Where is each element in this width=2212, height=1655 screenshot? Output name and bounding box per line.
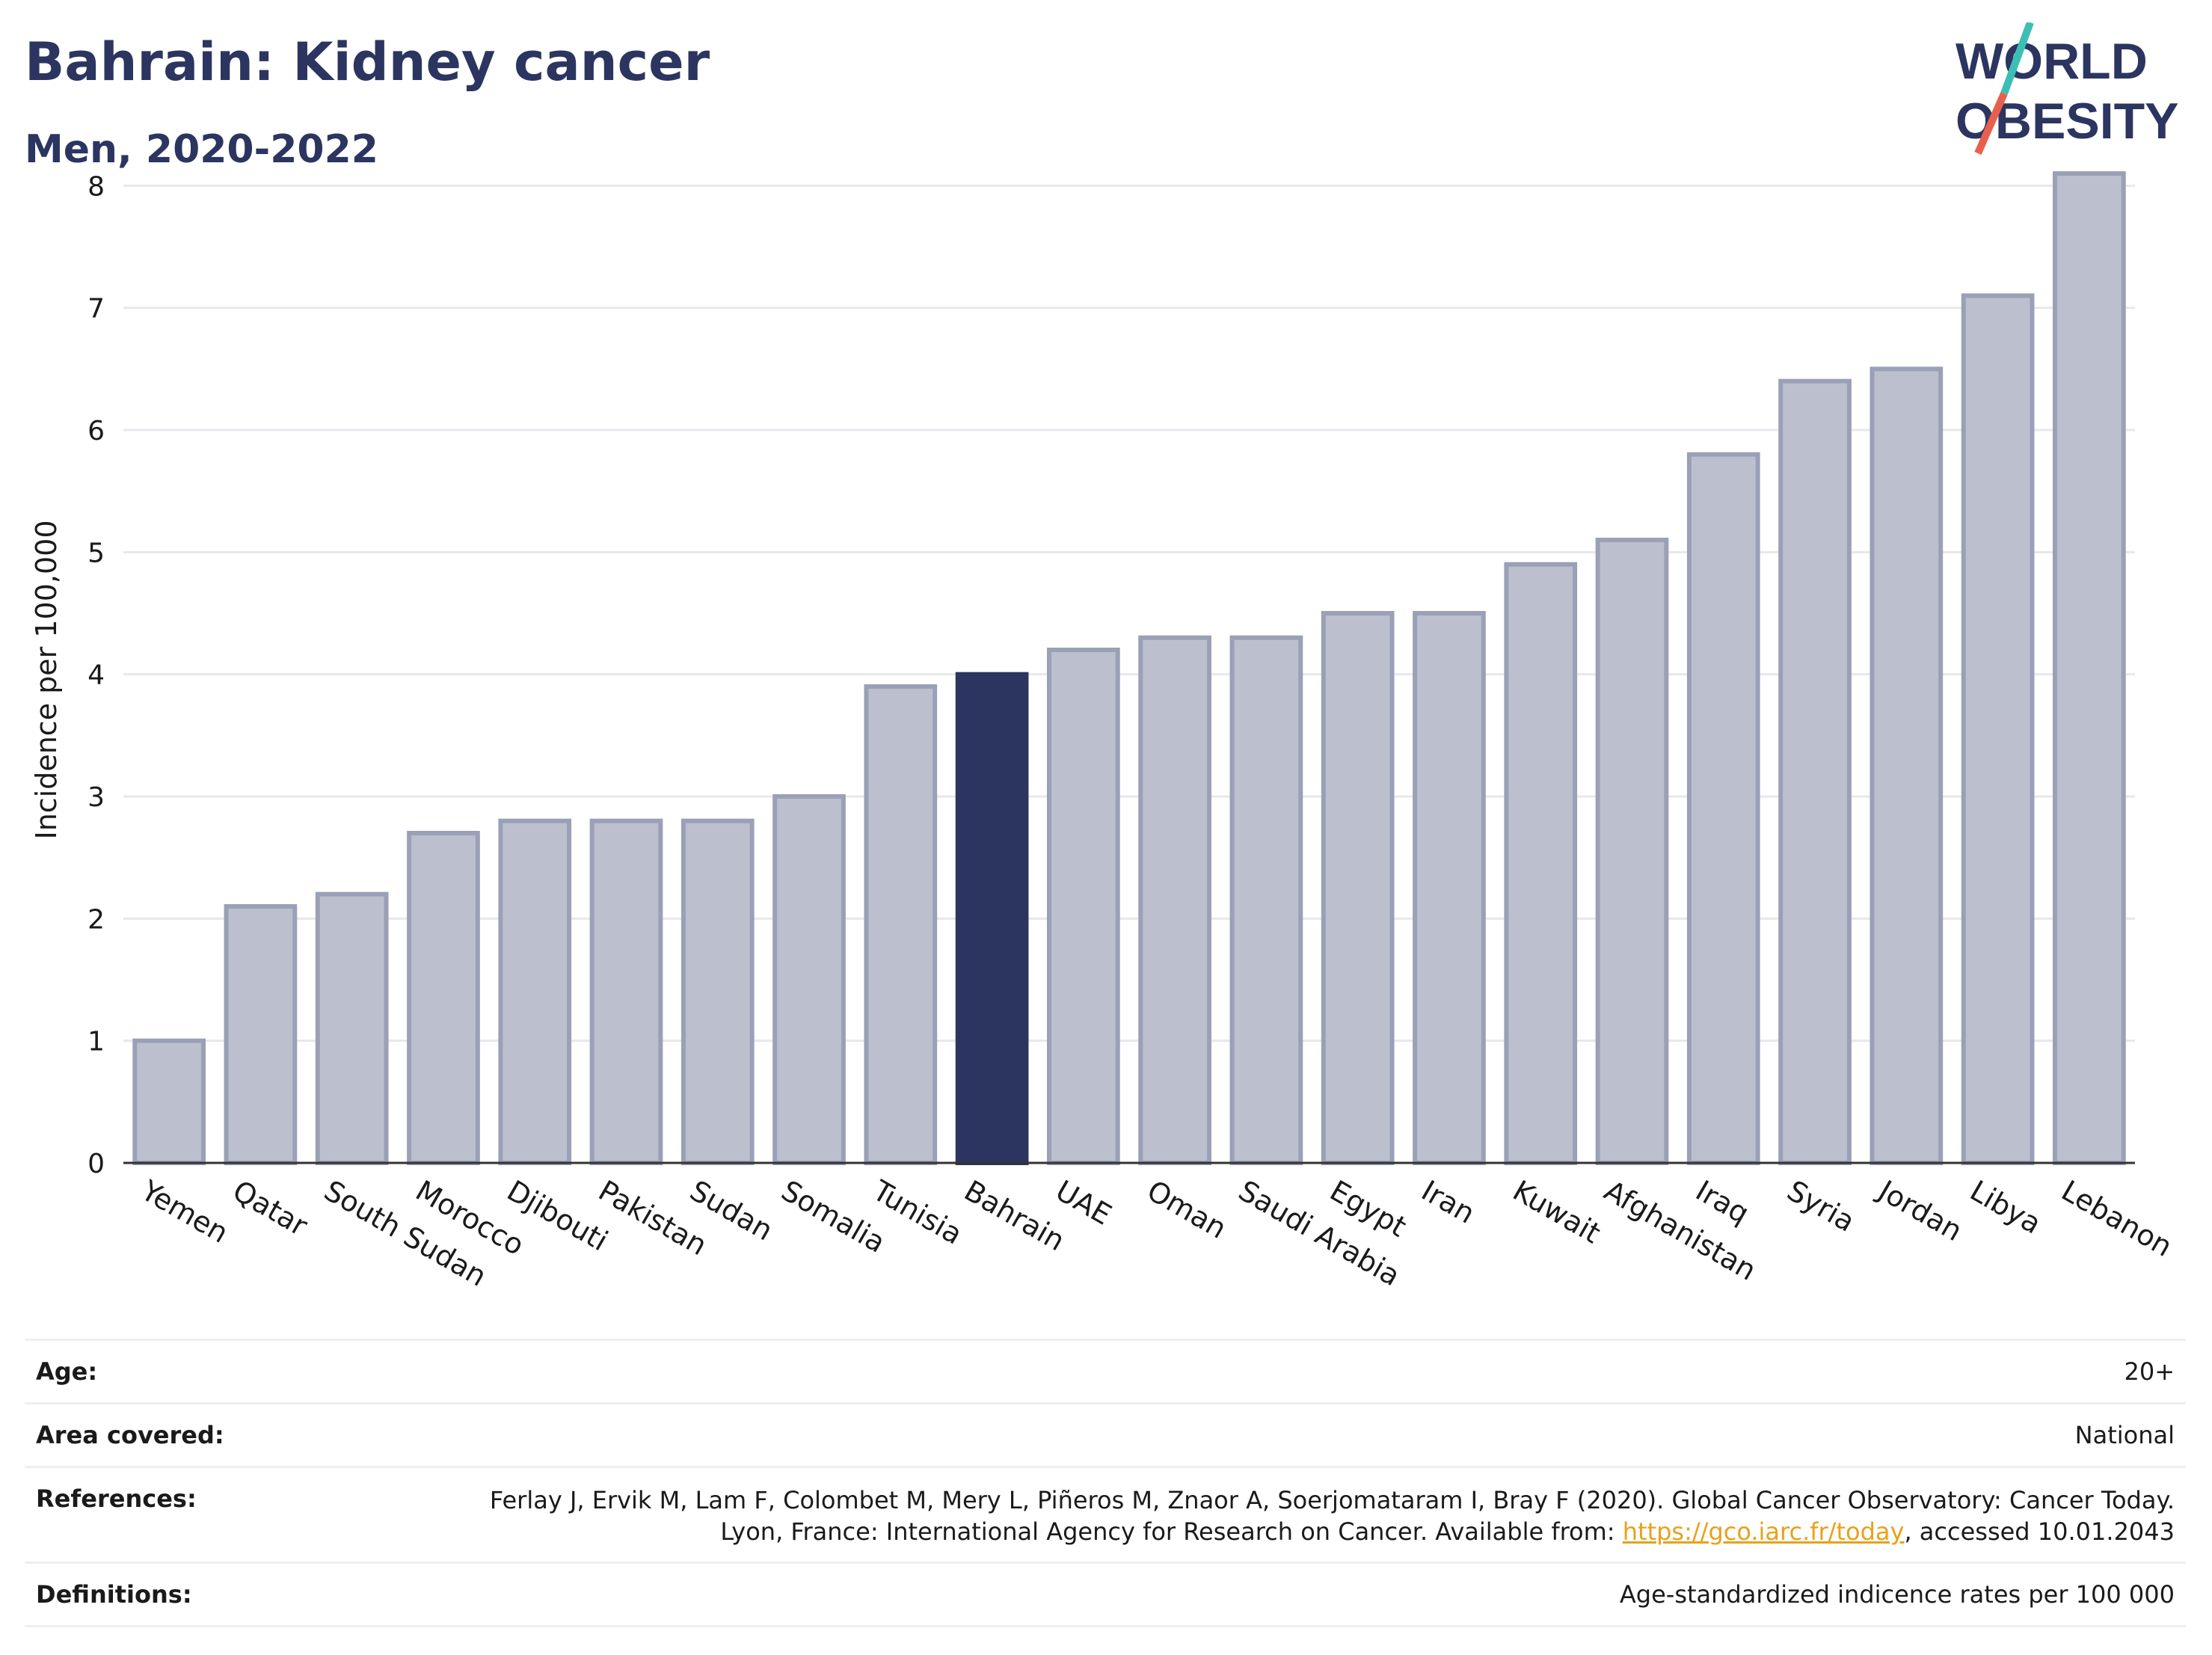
references-text: Ferlay J, Ervik M, Lam F, Colombet M, Me… — [489, 1486, 2175, 1546]
y-tick-label: 4 — [87, 660, 105, 691]
area-label: Area covered: — [36, 1421, 224, 1449]
bar-uae — [1047, 648, 1120, 1165]
y-tick-label: 1 — [87, 1027, 105, 1057]
bar-morocco — [407, 831, 480, 1165]
svg-text:WORLD: WORLD — [1956, 33, 2148, 90]
bar-oman — [1138, 635, 1211, 1165]
y-tick-label: 6 — [87, 416, 105, 446]
references-value: Ferlay J, Ervik M, Lam F, Colombet M, Me… — [455, 1484, 2175, 1547]
y-tick-label: 5 — [87, 538, 105, 568]
bar-egypt — [1321, 611, 1395, 1165]
y-tick-label: 0 — [87, 1149, 105, 1179]
world-obesity-logo: WORLD OBESITY — [1956, 22, 2179, 156]
bar-somalia — [772, 794, 846, 1165]
bar-qatar — [224, 904, 298, 1165]
y-tick-label: 2 — [87, 904, 105, 935]
x-tick-label: Jordan — [1872, 1173, 1967, 1248]
bar-kuwait — [1504, 562, 1578, 1165]
bar-iran — [1413, 611, 1486, 1165]
x-tick-label: Syria — [1782, 1174, 1861, 1238]
y-tick-label: 8 — [87, 171, 105, 202]
definitions-label: Definitions: — [36, 1580, 192, 1609]
bars — [132, 171, 2126, 1166]
references-suffix: , accessed 10.01.2043 — [1904, 1517, 2175, 1546]
references-link[interactable]: https://gco.iarc.fr/today — [1622, 1517, 1905, 1546]
x-tick-label: Oman — [1142, 1174, 1232, 1245]
info-table: Age: 20+ Area covered: National Referenc… — [25, 1339, 2186, 1627]
bar-yemen — [132, 1038, 206, 1165]
y-tick-labels: 0 1 2 3 4 5 6 7 8 — [87, 171, 105, 1179]
x-tick-label: Qatar — [227, 1174, 313, 1243]
bar-iraq — [1686, 452, 1760, 1165]
x-tick-label: Iraq — [1690, 1174, 1754, 1230]
bar-afghanistan — [1595, 538, 1669, 1165]
bar-lebanon — [2053, 171, 2126, 1165]
info-row-definitions: Definitions: Age-standardized indicence … — [25, 1562, 2186, 1627]
bar-pakistan — [589, 818, 663, 1165]
definitions-value: Age-standardized indicence rates per 100… — [1619, 1580, 2175, 1609]
x-tick-label: Iran — [1416, 1174, 1480, 1230]
info-row-age: Age: 20+ — [25, 1339, 2186, 1402]
x-tick-label: Somalia — [776, 1174, 891, 1259]
bar-jordan — [1870, 366, 1944, 1165]
y-tick-label: 7 — [87, 294, 105, 325]
bar-saudi-arabia — [1229, 635, 1303, 1165]
y-axis-label: Incidence per 100,000 — [30, 520, 63, 839]
x-tick-label: Bahrain — [959, 1174, 1070, 1258]
info-row-references: References: Ferlay J, Ervik M, Lam F, Co… — [25, 1466, 2186, 1562]
bar-tunisia — [864, 684, 938, 1165]
x-tick-label: Kuwait — [1508, 1174, 1606, 1250]
age-value: 20+ — [2124, 1357, 2175, 1386]
y-tick-label: 3 — [87, 782, 105, 813]
bar-djibouti — [498, 818, 572, 1165]
info-row-area: Area covered: National — [25, 1402, 2186, 1466]
bar-syria — [1778, 378, 1852, 1166]
age-label: Age: — [36, 1357, 98, 1386]
page-subtitle: Men, 2020-2022 — [25, 127, 378, 172]
bar-south-sudan — [315, 891, 389, 1165]
bar-libya — [1961, 293, 2035, 1165]
x-tick-label: Lebanon — [2056, 1174, 2178, 1263]
references-label: References: — [36, 1484, 197, 1513]
x-tick-label: Libya — [1964, 1174, 2047, 1241]
x-tick-label: Yemen — [135, 1173, 234, 1250]
area-value: National — [2074, 1421, 2175, 1449]
bar-sudan — [681, 818, 755, 1165]
bar-bahrain — [955, 672, 1029, 1165]
page-title: Bahrain: Kidney cancer — [25, 31, 710, 93]
